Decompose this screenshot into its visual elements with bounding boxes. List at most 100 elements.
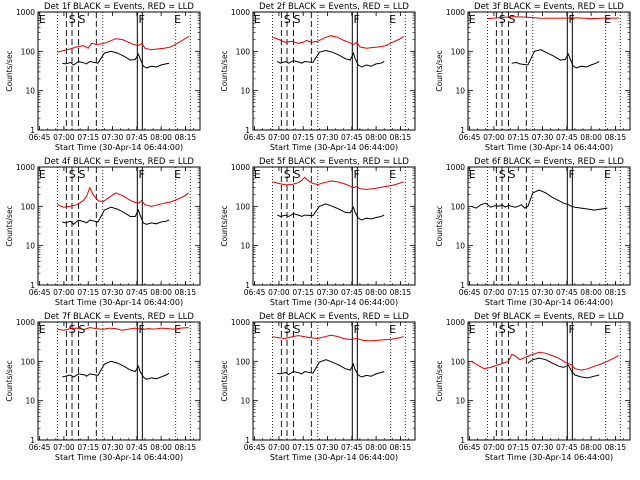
marker-letter: E (254, 168, 261, 181)
marker-letter: E (254, 13, 261, 26)
y-tick-label: 10 (25, 87, 35, 96)
marker-letter: F (353, 323, 359, 336)
x-tick-label: 07:30 (102, 133, 124, 142)
x-tick-label: 06:45 (459, 133, 481, 142)
panel-title: Det 6f BLACK = Events, RED = LLD (474, 157, 624, 167)
x-tick-label: 06:45 (244, 443, 266, 452)
x-tick-label: 07:30 (317, 443, 339, 452)
x-tick-label: 07:15 (292, 288, 314, 297)
series-lld-line (272, 176, 404, 190)
marker-letter: E (469, 168, 476, 181)
series-events-line (62, 360, 170, 380)
x-tick-label: 07:45 (341, 443, 363, 452)
x-tick-label: 07:45 (126, 133, 148, 142)
x-axis-label: Start Time (30-Apr-14 06:44:00) (270, 298, 398, 307)
series-lld-line (470, 351, 619, 371)
x-tick-label: 07:15 (77, 133, 99, 142)
marker-letter: F (568, 168, 574, 181)
x-axis-label: Start Time (30-Apr-14 06:44:00) (55, 298, 183, 307)
plot-frame (37, 166, 201, 286)
x-tick-label: 07:15 (292, 133, 314, 142)
x-tick-label: 08:00 (580, 443, 602, 452)
marker-letter: S (69, 168, 76, 181)
series-lld-line (57, 186, 189, 208)
x-tick-label: 07:00 (53, 288, 75, 297)
y-tick-label: 10 (240, 87, 250, 96)
plot-frame (252, 11, 416, 131)
marker-letter: E (389, 13, 396, 26)
y-axis-label: Counts/sec (435, 50, 444, 91)
x-tick-label: 08:15 (175, 288, 197, 297)
y-axis-label: Counts/sec (435, 360, 444, 401)
y-axis-label: Counts/sec (220, 360, 229, 401)
y-tick-label: 10 (240, 242, 250, 251)
marker-letter: E (174, 13, 181, 26)
y-tick-label: 10 (455, 397, 465, 406)
x-tick-label: 08:00 (365, 133, 387, 142)
x-tick-label: 08:00 (150, 133, 172, 142)
x-tick-label: 07:15 (507, 443, 529, 452)
x-tick-label: 07:15 (292, 443, 314, 452)
panel-3: Det 3f BLACK = Events, RED = LLD 1 10 100 10… (435, 2, 631, 152)
marker-letter: S (69, 13, 76, 26)
x-tick-label: 07:00 (53, 133, 75, 142)
marker-letter: S (294, 168, 301, 181)
plot-frame (467, 166, 631, 286)
series-lld-line (57, 327, 189, 331)
x-tick-label: 07:30 (102, 288, 124, 297)
y-tick-label: 10 (455, 242, 465, 251)
y-axis-label: Counts/sec (5, 50, 14, 91)
marker-letter: E (469, 323, 476, 336)
y-tick-label: 100 (236, 357, 251, 366)
y-tick-label: 1 (30, 436, 35, 445)
x-tick-label: 06:45 (29, 443, 51, 452)
y-tick-label: 100 (236, 202, 251, 211)
y-tick-label: 100 (451, 202, 466, 211)
plot-frame (252, 321, 416, 441)
panel-4: Det 4f BLACK = Events, RED = LLD 1 10 100 10… (5, 157, 201, 307)
marker-letter: E (39, 13, 46, 26)
x-tick-label: 07:00 (483, 443, 505, 452)
plot-frame (37, 321, 201, 441)
x-tick-label: 08:00 (365, 288, 387, 297)
marker-letter: S (284, 168, 291, 181)
x-axis-label: Start Time (30-Apr-14 06:44:00) (55, 453, 183, 462)
x-tick-label: 08:00 (580, 133, 602, 142)
marker-letter: E (389, 323, 396, 336)
y-tick-label: 100 (21, 202, 36, 211)
x-tick-label: 07:15 (507, 133, 529, 142)
x-tick-label: 08:15 (390, 443, 412, 452)
series-lld-line (272, 334, 404, 342)
x-tick-label: 08:00 (365, 443, 387, 452)
x-tick-label: 06:45 (244, 133, 266, 142)
marker-letter: E (604, 168, 611, 181)
x-tick-label: 07:00 (53, 443, 75, 452)
panel-title: Det 7f BLACK = Events, RED = LLD (44, 312, 194, 322)
x-tick-label: 08:00 (580, 288, 602, 297)
y-tick-label: 1000 (446, 318, 465, 327)
x-tick-label: 08:15 (605, 288, 627, 297)
x-axis-label: Start Time (30-Apr-14 06:44:00) (485, 453, 613, 462)
series-events-line (62, 206, 170, 225)
series-events-line (471, 189, 608, 211)
marker-letter: S (284, 13, 291, 26)
plot-frame (252, 166, 416, 286)
series-events-line (62, 50, 170, 69)
marker-letter: S (79, 168, 86, 181)
marker-letter: E (39, 168, 46, 181)
y-tick-label: 10 (25, 397, 35, 406)
panel-title: Det 3f BLACK = Events, RED = LLD (474, 2, 624, 12)
x-tick-label: 08:15 (390, 288, 412, 297)
x-tick-label: 07:00 (268, 443, 290, 452)
y-axis-label: Counts/sec (5, 205, 14, 246)
marker-letter: S (509, 323, 516, 336)
y-tick-label: 1000 (446, 8, 465, 17)
x-axis-label: Start Time (30-Apr-14 06:44:00) (270, 143, 398, 152)
x-axis-label: Start Time (30-Apr-14 06:44:00) (485, 298, 613, 307)
panel-9: Det 9f BLACK = Events, RED = LLD 1 10 100 10… (435, 312, 631, 462)
y-tick-label: 10 (455, 87, 465, 96)
marker-letter: F (138, 168, 144, 181)
y-axis-label: Counts/sec (220, 205, 229, 246)
x-tick-label: 07:00 (268, 288, 290, 297)
